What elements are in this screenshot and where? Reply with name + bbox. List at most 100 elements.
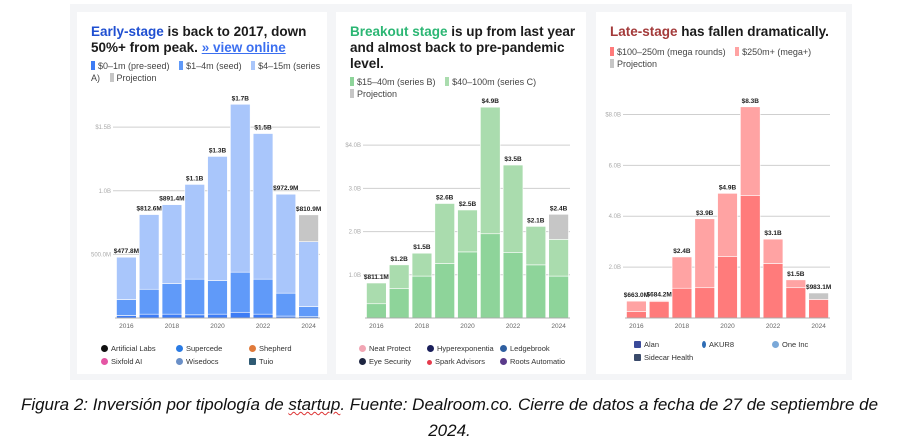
figure-caption: Figura 2: Inversión por tipología de sta…: [20, 395, 879, 440]
logo-item: Ledgebrook: [500, 344, 550, 353]
bar-segment: [717, 193, 738, 257]
late-stage-panel: Late-stage has fallen dramatically. $100…: [596, 12, 846, 374]
bar-segment: [626, 300, 647, 312]
bar-total-label: $2.1B: [527, 217, 545, 224]
bar-segment: [298, 306, 319, 318]
y-tick-label: $8.0B: [605, 112, 621, 118]
bar-segment: [252, 133, 274, 280]
legend: $100–250m (mega rounds) $250m+ (mega+) P…: [610, 46, 840, 70]
view-online-link[interactable]: » view online: [201, 40, 286, 55]
bar-segment: [388, 288, 410, 319]
logo-item: Eye Security: [359, 357, 411, 366]
bar-segment: [785, 287, 807, 319]
bar-total-label: $684.2M: [647, 292, 672, 299]
bar-segment: [298, 241, 319, 307]
y-tick-label: 2.0B: [349, 230, 361, 236]
breakout-stage-chart: 1.0B 2.0B 3.0B $4.0B $811.1M 2016 $1.2B $1.5B 20…: [345, 98, 570, 330]
legend-item: $15–40m (series B): [350, 77, 436, 87]
x-tick-label: 2024: [551, 323, 566, 330]
bar-segment: [184, 278, 205, 316]
bar-total-label: $1.2B: [390, 256, 408, 263]
bar-segment: [230, 103, 251, 273]
logo-item: Alan: [634, 340, 659, 349]
logo-item: Hyperexponentia: [427, 344, 494, 353]
bar-segment: [138, 313, 160, 319]
legend-item: $40–100m (series C): [445, 77, 536, 87]
logo-item: Sidecar Health: [634, 353, 693, 362]
bar-segment: [252, 313, 274, 319]
bar-segment: [457, 251, 478, 319]
logo-item: Artificial Labs: [101, 344, 156, 353]
bar-segment: [366, 303, 387, 319]
bar-segment: [648, 300, 670, 303]
bar-total-label: $8.3B: [742, 98, 760, 105]
logo-item: Tuio: [249, 357, 273, 366]
bar-segment: [480, 106, 501, 235]
logo-item: One Inc: [772, 340, 808, 349]
breakout-stage-panel: Breakout stage is up from last year and …: [336, 12, 586, 374]
title-highlight: Late-stage: [610, 24, 678, 39]
bar-segment: [548, 275, 569, 319]
legend-item: Projection: [610, 59, 657, 69]
x-tick-label: 2022: [506, 323, 521, 330]
bar-segment: [161, 204, 183, 284]
bar-segment: [808, 292, 829, 300]
logo-item: AKUR8: [702, 340, 734, 349]
legend: $15–40m (series B) $40–100m (series C) P…: [350, 76, 580, 100]
logo-item: Roots Automatio: [500, 357, 565, 366]
bar-segment: [434, 203, 455, 264]
bar-segment: [548, 239, 569, 277]
y-tick-label: 4.0B: [609, 214, 621, 220]
x-tick-label: 2024: [811, 323, 826, 330]
bar-segment: [230, 311, 251, 319]
bar-segment: [740, 106, 761, 196]
logo-item: Sixfold AI: [101, 357, 142, 366]
bar-total-label: $1.1B: [186, 175, 204, 182]
bar-segment: [388, 264, 410, 289]
logo-item: Shepherd: [249, 344, 292, 353]
bar-segment: [298, 214, 319, 242]
bar-total-label: $2.6B: [436, 195, 454, 202]
bar-segment: [671, 256, 693, 289]
bar-segment: [457, 209, 478, 253]
early-stage-chart: 500.0M 1.0B $1.5B $477.8M 2016 $812.6M $891.4M…: [91, 95, 321, 330]
legend-item: $250m+ (mega+): [735, 47, 811, 57]
panel-title: Late-stage has fallen dramatically.: [610, 24, 840, 40]
early-stage-panel: Early-stage is back to 2017, down 50%+ f…: [77, 12, 327, 374]
y-tick-label: 1.0B: [349, 273, 361, 279]
legend-item: $0–1m (pre-seed): [91, 61, 170, 71]
bar-total-label: $3.1B: [764, 230, 782, 237]
bar-segment: [480, 233, 501, 319]
bar-segment: [184, 184, 205, 280]
bar-total-label: $3.9B: [696, 210, 714, 217]
logo-item: Spark Advisors: [427, 357, 485, 366]
bar-total-label: $2.4B: [550, 205, 568, 212]
y-tick-label: 3.0B: [349, 186, 361, 192]
bar-total-label: $810.9M: [296, 206, 321, 213]
bar-segment: [502, 164, 524, 253]
bar-segment: [762, 263, 784, 319]
bar-segment: [671, 287, 693, 319]
bar-segment: [502, 252, 524, 319]
title-highlight: Breakout stage: [350, 24, 448, 39]
y-tick-label: 500.0M: [91, 252, 111, 258]
x-tick-label: 2016: [119, 323, 134, 330]
bar-segment: [411, 275, 433, 319]
bar-segment: [138, 214, 160, 290]
bar-segment: [366, 282, 387, 305]
bar-segment: [434, 263, 455, 319]
logo-item: Neat Protect: [359, 344, 411, 353]
title-text: is up from last year and almost back to …: [350, 24, 576, 71]
x-tick-label: 2020: [460, 323, 475, 330]
legend: $0–1m (pre-seed) $1–4m (seed) $4–15m (se…: [91, 60, 321, 84]
x-tick-label: 2018: [415, 323, 430, 330]
bar-total-label: $812.6M: [137, 206, 162, 213]
x-tick-label: 2020: [210, 323, 225, 330]
bar-total-label: $972.9M: [273, 185, 298, 192]
title-text: is back to 2017, down 50%+ from peak.: [91, 24, 307, 55]
bar-total-label: $983.1M: [806, 284, 831, 291]
bar-total-label: $4.9B: [482, 98, 500, 105]
bar-segment: [184, 314, 205, 319]
bar-segment: [548, 214, 569, 240]
bar-total-label: $891.4M: [159, 196, 184, 203]
